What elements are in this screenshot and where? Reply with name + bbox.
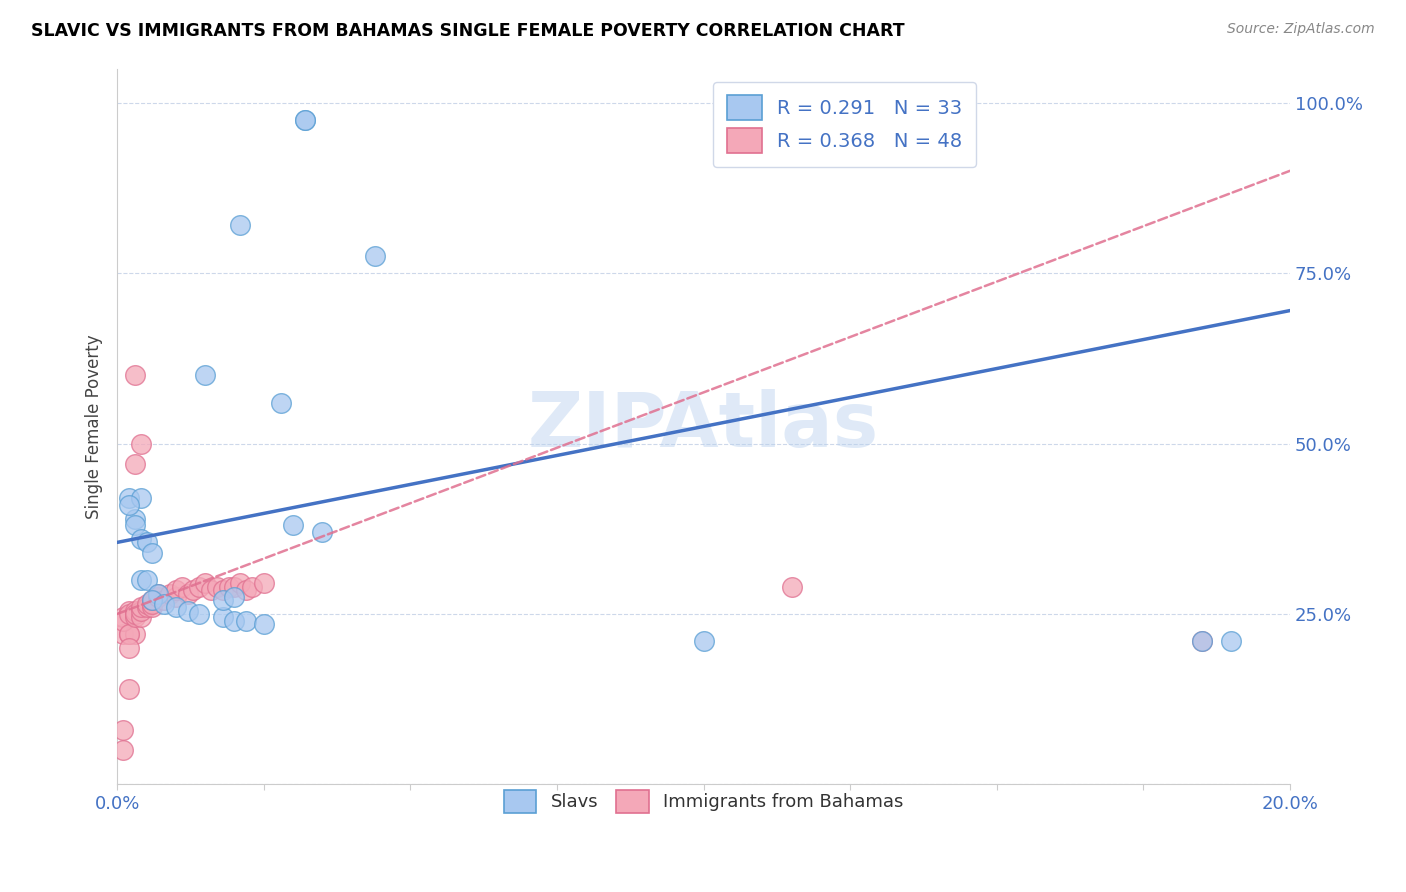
Point xyxy=(112,627,135,641)
Point xyxy=(294,112,316,127)
Point xyxy=(118,491,141,505)
Point xyxy=(194,368,217,383)
Point xyxy=(165,600,187,615)
Text: Source: ZipAtlas.com: Source: ZipAtlas.com xyxy=(1227,22,1375,37)
Point xyxy=(112,610,135,624)
Point xyxy=(118,641,141,656)
Point xyxy=(124,603,146,617)
Legend: Slavs, Immigrants from Bahamas: Slavs, Immigrants from Bahamas xyxy=(491,777,917,825)
Point xyxy=(294,112,316,127)
Point xyxy=(311,525,333,540)
Point xyxy=(141,597,163,611)
Point xyxy=(129,600,152,615)
Text: ZIPAtlas: ZIPAtlas xyxy=(529,390,879,464)
Point xyxy=(129,491,152,505)
Point xyxy=(200,583,222,598)
Point xyxy=(135,573,157,587)
Point xyxy=(118,681,141,696)
Point xyxy=(229,576,252,591)
Point xyxy=(183,583,205,598)
Point xyxy=(124,518,146,533)
Point xyxy=(135,600,157,615)
Point xyxy=(118,607,141,621)
Point xyxy=(159,586,181,600)
Point xyxy=(124,627,146,641)
Point xyxy=(270,395,292,409)
Point xyxy=(188,607,211,621)
Point xyxy=(224,614,246,628)
Point xyxy=(135,597,157,611)
Point xyxy=(224,580,246,594)
Point xyxy=(211,583,233,598)
Point xyxy=(211,593,233,607)
Point xyxy=(135,535,157,549)
Point xyxy=(165,583,187,598)
Point xyxy=(281,518,304,533)
Point xyxy=(129,532,152,546)
Point xyxy=(1220,634,1243,648)
Point xyxy=(253,576,276,591)
Point xyxy=(235,583,257,598)
Point xyxy=(224,590,246,604)
Point xyxy=(118,603,141,617)
Point xyxy=(124,511,146,525)
Point xyxy=(129,603,152,617)
Point xyxy=(188,580,211,594)
Point xyxy=(112,614,135,628)
Point xyxy=(364,249,387,263)
Point xyxy=(176,603,198,617)
Point xyxy=(1191,634,1213,648)
Point xyxy=(129,573,152,587)
Point xyxy=(1191,634,1213,648)
Point xyxy=(118,498,141,512)
Point xyxy=(141,593,163,607)
Point xyxy=(229,219,252,233)
Point xyxy=(124,607,146,621)
Point xyxy=(194,576,217,591)
Point xyxy=(153,593,176,607)
Point xyxy=(240,580,263,594)
Point xyxy=(141,593,163,607)
Point xyxy=(129,610,152,624)
Point xyxy=(153,597,176,611)
Point xyxy=(170,580,193,594)
Point xyxy=(112,743,135,757)
Point xyxy=(211,610,233,624)
Point xyxy=(141,546,163,560)
Point xyxy=(692,634,714,648)
Point xyxy=(176,586,198,600)
Point xyxy=(253,617,276,632)
Point xyxy=(141,600,163,615)
Point xyxy=(124,457,146,471)
Y-axis label: Single Female Poverty: Single Female Poverty xyxy=(86,334,103,519)
Point xyxy=(205,580,228,594)
Point xyxy=(780,580,803,594)
Text: SLAVIC VS IMMIGRANTS FROM BAHAMAS SINGLE FEMALE POVERTY CORRELATION CHART: SLAVIC VS IMMIGRANTS FROM BAHAMAS SINGLE… xyxy=(31,22,904,40)
Point xyxy=(129,436,152,450)
Point xyxy=(118,627,141,641)
Point xyxy=(235,614,257,628)
Point xyxy=(218,580,240,594)
Point xyxy=(118,627,141,641)
Point xyxy=(148,590,170,604)
Point xyxy=(165,590,187,604)
Point xyxy=(124,610,146,624)
Point xyxy=(124,368,146,383)
Point xyxy=(112,723,135,737)
Point xyxy=(148,586,170,600)
Point xyxy=(148,586,170,600)
